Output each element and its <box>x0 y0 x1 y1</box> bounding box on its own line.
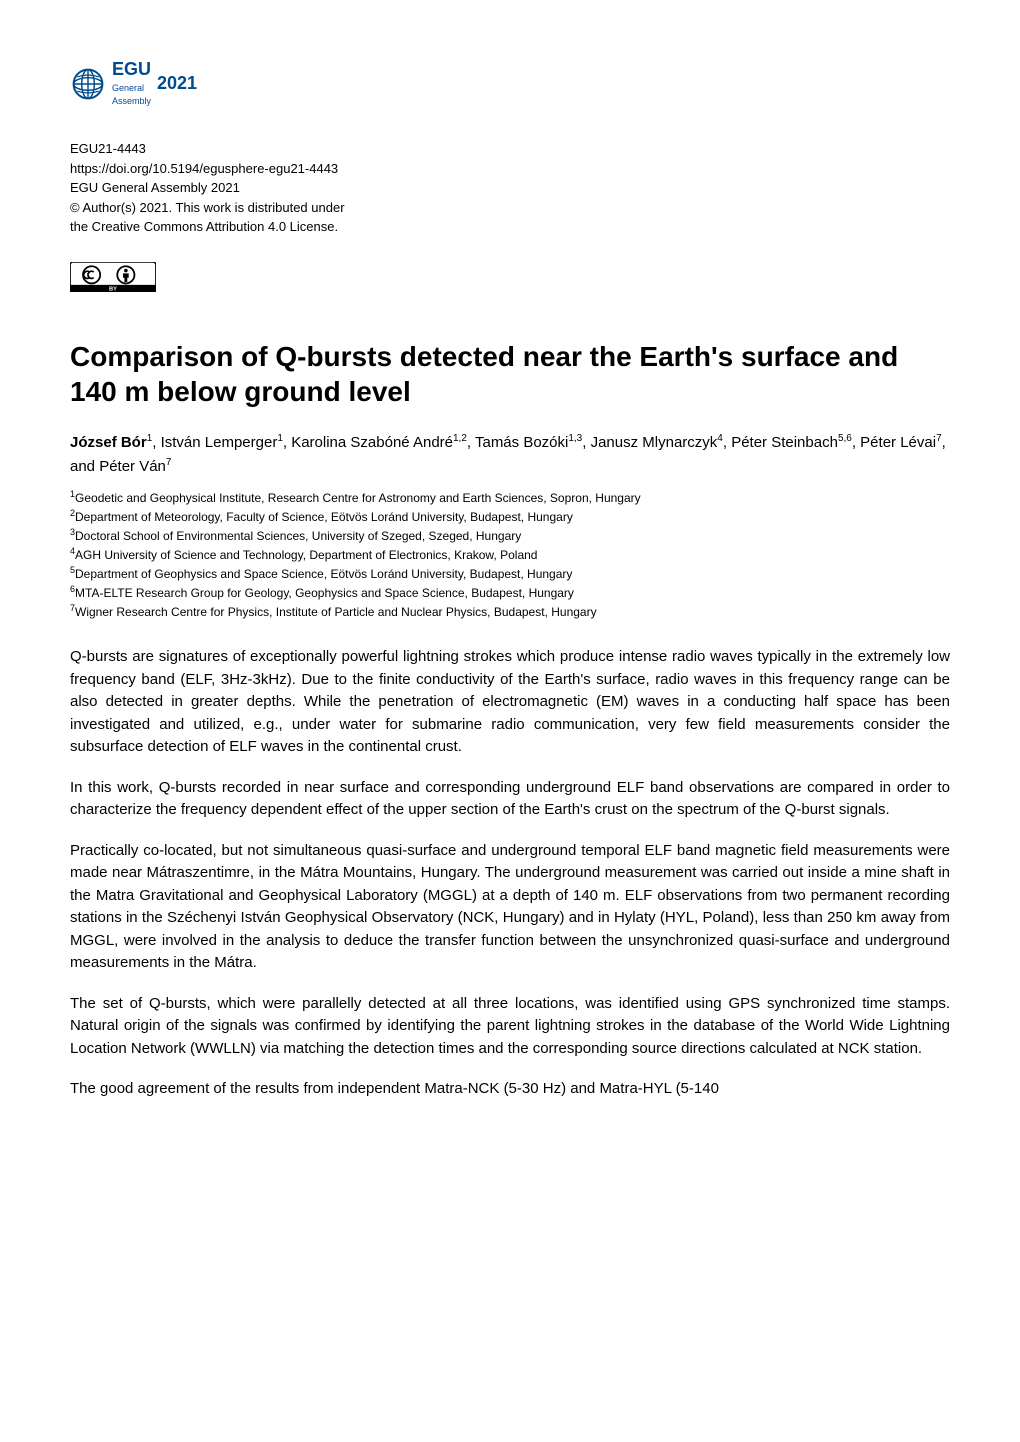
egu-globe-icon <box>70 66 106 102</box>
affiliation-item: 5Department of Geophysics and Space Scie… <box>70 564 950 583</box>
egu-sub-label: GeneralAssembly <box>112 82 151 107</box>
abstract-title: Comparison of Q-bursts detected near the… <box>70 339 950 409</box>
cc-by-icon: BY <box>70 262 156 292</box>
egu-year: 2021 <box>157 71 197 96</box>
body-paragraph: In this work, Q-bursts recorded in near … <box>70 777 950 822</box>
egu-logo-text: EGU GeneralAssembly <box>112 60 151 108</box>
egu-logo: EGU GeneralAssembly 2021 <box>70 60 197 108</box>
body-paragraph: The good agreement of the results from i… <box>70 1078 950 1101</box>
affiliation-item: 1Geodetic and Geophysical Institute, Res… <box>70 488 950 507</box>
body-paragraph: Q-bursts are signatures of exceptionally… <box>70 646 950 759</box>
egu-label: EGU <box>112 59 151 79</box>
abstract-body: Q-bursts are signatures of exceptionally… <box>70 646 950 1101</box>
affiliation-item: 4AGH University of Science and Technolog… <box>70 545 950 564</box>
body-paragraph: The set of Q-bursts, which were parallel… <box>70 993 950 1061</box>
copyright-line: © Author(s) 2021. This work is distribut… <box>70 198 950 218</box>
license-line: the Creative Commons Attribution 4.0 Lic… <box>70 217 950 237</box>
affiliation-item: 6MTA-ELTE Research Group for Geology, Ge… <box>70 583 950 602</box>
doi: https://doi.org/10.5194/egusphere-egu21-… <box>70 159 950 179</box>
body-paragraph: Practically co-located, but not simultan… <box>70 840 950 975</box>
affiliation-item: 2Department of Meteorology, Faculty of S… <box>70 507 950 526</box>
metadata-block: EGU21-4443 https://doi.org/10.5194/egusp… <box>70 139 950 237</box>
cc-by-badge: BY <box>70 262 950 299</box>
egu-logo-block: EGU GeneralAssembly 2021 <box>70 60 950 109</box>
conference-name: EGU General Assembly 2021 <box>70 178 950 198</box>
affiliation-list: 1Geodetic and Geophysical Institute, Res… <box>70 488 950 621</box>
author-list: József Bór1, István Lemperger1, Karolina… <box>70 431 950 478</box>
abstract-id: EGU21-4443 <box>70 139 950 159</box>
affiliation-item: 3Doctoral School of Environmental Scienc… <box>70 526 950 545</box>
svg-text:BY: BY <box>109 286 117 291</box>
affiliation-item: 7Wigner Research Centre for Physics, Ins… <box>70 602 950 621</box>
